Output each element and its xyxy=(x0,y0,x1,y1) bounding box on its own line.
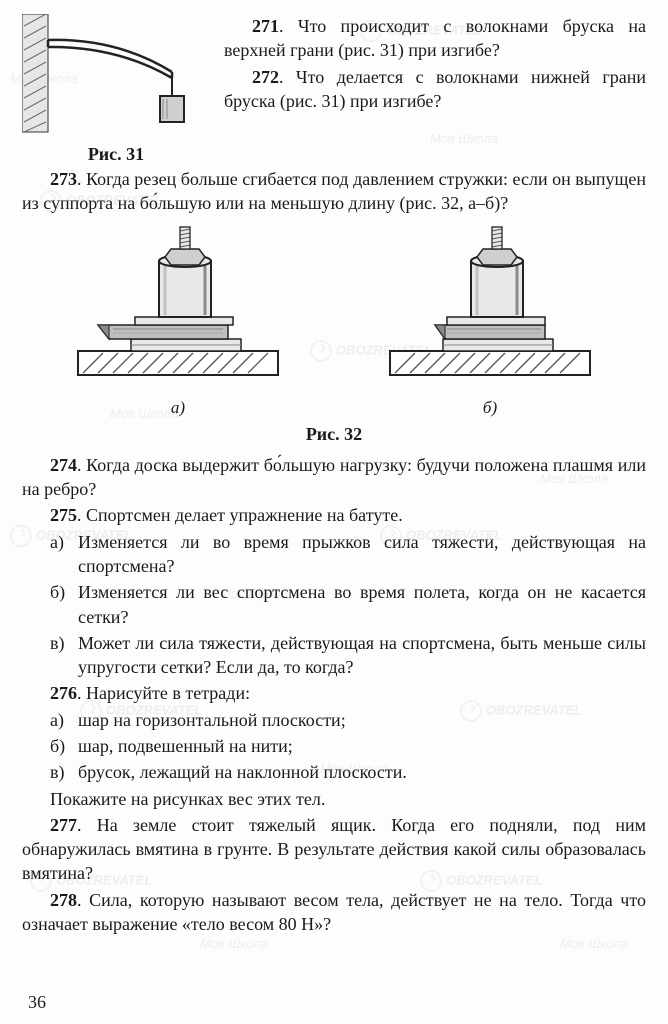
question-278: 278. Сила, которую называют весом тела, … xyxy=(22,888,646,937)
question-276-a: а)шар на горизонтальной плоскости; xyxy=(22,708,646,732)
question-275-c: в)Может ли сила тяжести, действующая на … xyxy=(22,631,646,680)
question-276-c: в)брусок, лежащий на наклонной плоскости… xyxy=(22,760,646,784)
figure-32-sub-b: б) xyxy=(375,397,605,420)
question-274: 274. Когда доска выдержит бо́льшую нагру… xyxy=(22,453,646,502)
question-273: 273. Когда резец больше сгибается под да… xyxy=(22,167,646,216)
figure-32-sub-a: а) xyxy=(63,397,293,420)
page-number: 36 xyxy=(28,990,46,1014)
figure-31: Рис. 31 xyxy=(22,14,210,167)
question-276-b: б)шар, подвешенный на нити; xyxy=(22,734,646,758)
figure-32: а) xyxy=(22,221,646,420)
question-277: 277. На земле стоит тяжелый ящик. Когда … xyxy=(22,813,646,886)
figure-31-caption: Рис. 31 xyxy=(22,142,210,166)
figure-32-caption: Рис. 32 xyxy=(22,422,646,446)
question-275: 275. Спортсмен делает упражнение на бату… xyxy=(22,503,646,527)
question-276-tail: Покажите на рисунках вес этих тел. xyxy=(22,787,646,811)
question-275-a: а)Изменяется ли во время прыжков сила тя… xyxy=(22,530,646,579)
question-276: 276. Нарисуйте в тетради: xyxy=(22,681,646,705)
question-275-b: б)Изменяется ли вес спортсмена во время … xyxy=(22,580,646,629)
